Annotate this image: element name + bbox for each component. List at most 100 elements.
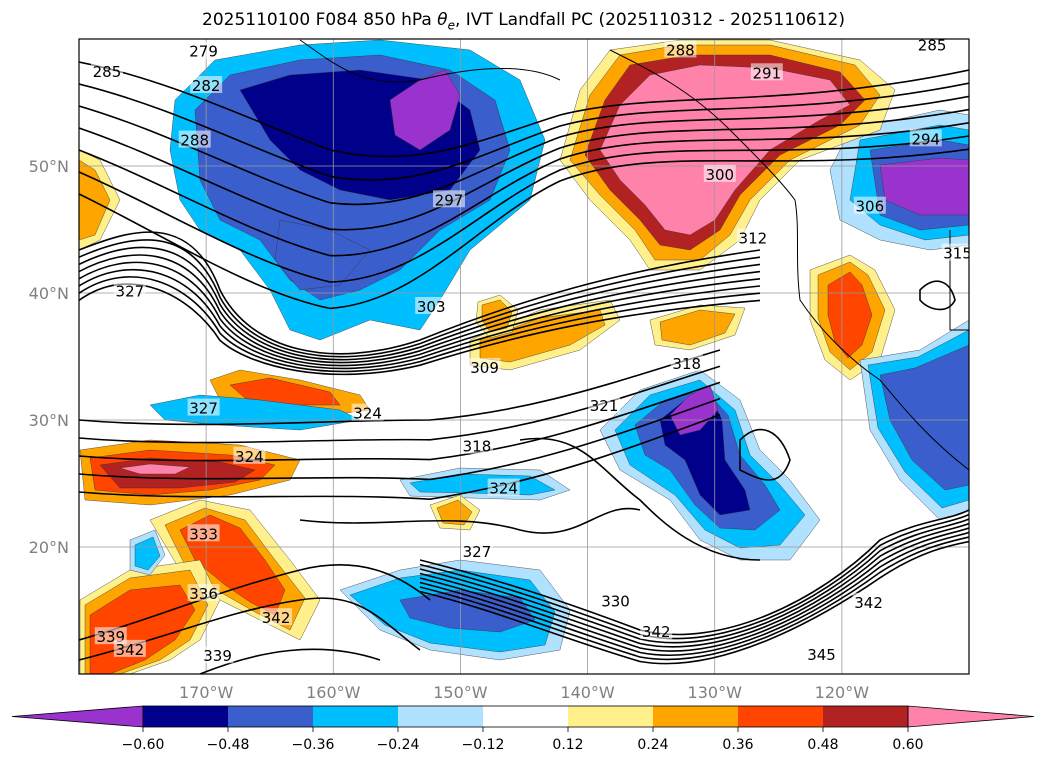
longitude-ticks: 170°W 160°W 150°W 140°W 130°W 120°W [179,683,869,702]
contour-label: 318 [463,438,492,456]
contour-label-bg [460,542,493,560]
contour-line [79,349,721,426]
contour-line [79,61,969,158]
colorbar-tick-label: −0.48 [207,737,250,753]
contour-line [79,95,969,206]
contour-line [419,513,969,640]
colorbar-segment [398,706,483,727]
colorbar: −0.60 −0.48 −0.36 −0.24 −0.12 0.12 0.24 0.36 0.4… [11,705,1035,753]
colorbar-tick-label: 0.12 [552,737,583,753]
contour-label: 324 [353,405,382,423]
contour-label: 303 [417,298,446,316]
contour-label: 312 [739,229,768,247]
contour-label: 306 [856,198,885,216]
contour-label: 297 [435,191,464,209]
colorbar-tick-label: 0.60 [892,737,923,753]
contour-line [79,135,969,283]
contour-label: 294 [911,130,940,148]
contour-label: 279 [189,43,218,61]
contour-label-bg [736,228,769,246]
contour-label-bg [852,592,885,610]
contour-line [79,254,761,364]
contour-line [79,108,969,231]
contour-label: 345 [807,646,836,664]
contour-label-bg [113,281,146,299]
contour-line [79,239,761,358]
contour-line [79,283,761,376]
contour-label: 333 [189,525,218,543]
contour-label-bg [909,129,942,147]
contour-label-bg [853,196,886,214]
contour-label: 282 [192,77,221,95]
lat-tick-label: 30°N [29,411,69,430]
colorbar-extend-max [907,705,1035,728]
contour-label: 336 [189,585,218,603]
colorbar-frame [142,705,909,728]
contour-label-bg [187,524,220,542]
contour-label: 288 [180,132,209,150]
contour-line [419,509,969,636]
contour-line [299,507,641,534]
lon-tick-label: 150°W [433,683,488,702]
colorbar-segment [568,706,653,727]
contour-label-bg [588,396,621,414]
contour-line [739,428,791,481]
contour-line [79,381,721,462]
coastline [949,230,969,331]
contour-label-bg [599,591,632,609]
contour-label: 339 [203,647,232,665]
colorbar-segment [483,706,568,727]
contour-line [419,527,969,652]
anomaly-region [827,271,873,359]
contour-line [419,536,969,661]
contour-line [79,231,761,355]
colorbar-tick-label: −0.24 [377,737,420,753]
lon-tick-label: 170°W [179,683,234,702]
contour-label: 324 [235,448,264,466]
contour-label-bg [178,130,211,148]
colorbar-tick-label: 0.24 [637,737,668,753]
anomaly-region [659,309,736,346]
contour-label: 324 [489,480,518,498]
contour-label-bg [750,63,783,81]
lon-tick-label: 160°W [306,683,361,702]
contour-line [79,397,721,481]
contour-label-bg [351,403,384,421]
contour-line [919,280,956,311]
colorbar-segment [823,706,908,727]
contour-line [79,414,721,501]
contour-line [79,365,721,444]
colorbar-segment [653,706,738,727]
contour-label: 342 [116,641,145,659]
contour-line [419,518,969,644]
contour-label: 342 [262,609,291,627]
contour-line [419,540,969,665]
colorbar-segment [313,706,398,727]
coastline [609,49,969,471]
anomaly-region [229,377,341,406]
map-area: 279 285 282 288 297 303 309 327 327 324 318 324 321 3… [79,39,969,674]
contour-label-bg [260,608,293,626]
anomaly-region [389,69,461,151]
contour-label-bg [233,446,266,464]
contour-label: 327 [116,283,145,301]
contour-label: 309 [470,359,499,377]
contour-line [79,261,761,367]
theta-e-contours [79,61,969,674]
anomaly-region [134,536,161,571]
colorbar-segment [143,706,228,727]
contour-line [79,122,969,257]
contour-label-bg [201,646,234,664]
anomaly-region [79,159,111,241]
lat-tick-label: 50°N [29,157,69,176]
contour-label-bg [916,39,949,53]
colorbar-tick-label: −0.60 [122,737,165,753]
contour-label-bg [187,398,220,416]
contour-line [419,522,969,648]
contour-line [519,437,761,561]
contour-label-bg [187,583,220,601]
anomaly-region [669,384,719,436]
lon-tick-label: 120°W [815,683,870,702]
contour-label: 288 [666,41,695,59]
lat-tick-label: 20°N [29,538,69,557]
